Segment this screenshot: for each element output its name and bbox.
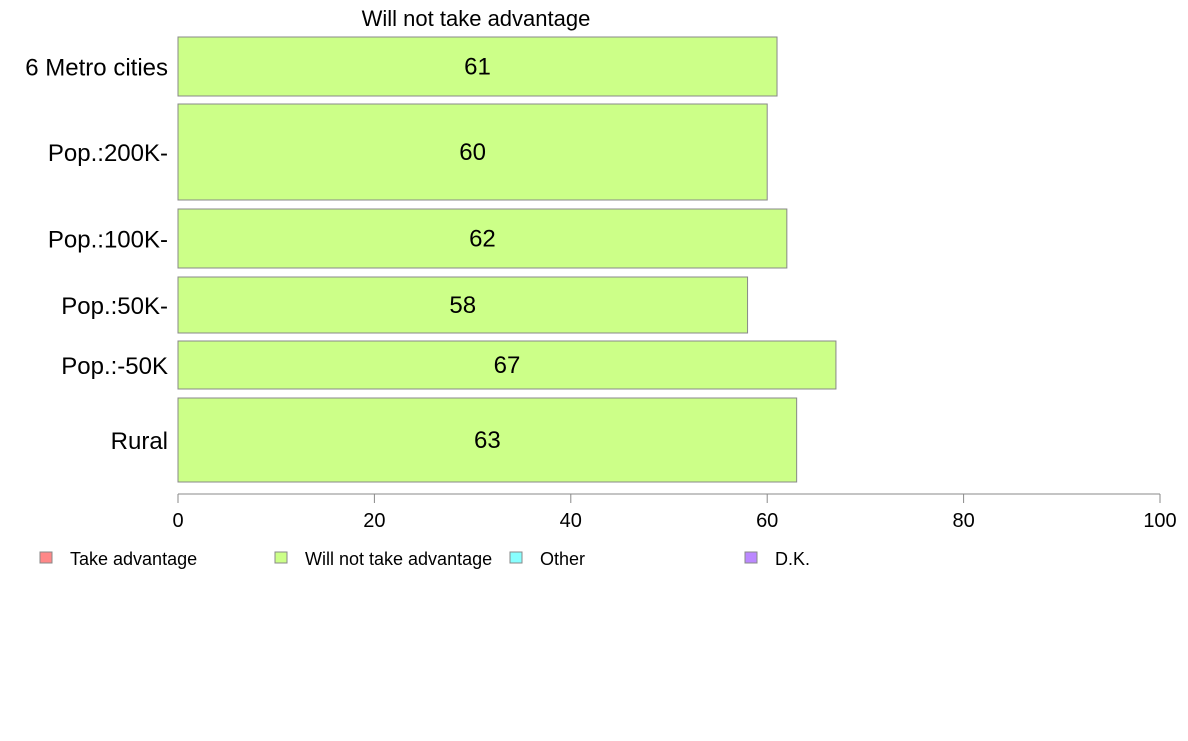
- legend-swatch: [39, 551, 53, 564]
- category-label: Pop.:-50K: [61, 353, 168, 380]
- legend-label: Other: [540, 549, 585, 569]
- bar-value-label: 61: [464, 54, 491, 81]
- x-tick-label: 0: [172, 510, 183, 532]
- bar-value-label: 63: [474, 427, 501, 454]
- bar: [177, 36, 778, 97]
- bar-value-label: 60: [459, 139, 486, 166]
- legend-label: Will not take advantage: [305, 549, 492, 569]
- bar-value-label: 62: [469, 226, 496, 253]
- legend-swatch: [274, 551, 288, 564]
- category-label: Pop.:100K-: [48, 227, 168, 254]
- category-label: 6 Metro cities: [25, 55, 168, 82]
- x-axis: 0 20 40 60 80 100: [172, 493, 1177, 532]
- bar-value-label: 58: [449, 292, 476, 319]
- bar: [177, 103, 768, 201]
- bar: [177, 340, 837, 390]
- bar: [177, 276, 749, 334]
- legend-label: Take advantage: [70, 549, 197, 569]
- bar: [177, 208, 788, 269]
- x-tick-label: 60: [756, 510, 778, 532]
- x-tick-label: 40: [560, 510, 582, 532]
- legend-swatch: [509, 551, 523, 564]
- category-label: Pop.:200K-: [48, 140, 168, 167]
- bars-layer: 61 60 62 58 67 63: [177, 36, 837, 483]
- bar-value-label: 67: [494, 352, 521, 379]
- category-labels: 6 Metro cities Pop.:200K- Pop.:100K- Pop.:5…: [25, 55, 168, 456]
- x-tick-label: 100: [1143, 510, 1176, 532]
- chart-title: Will not take advantage: [362, 6, 591, 31]
- bar: [177, 397, 798, 483]
- legend-swatch: [744, 551, 758, 564]
- legend-label: D.K.: [775, 549, 810, 569]
- x-tick-label: 20: [363, 510, 385, 532]
- x-tick-label: 80: [952, 510, 974, 532]
- category-label: Rural: [111, 428, 168, 455]
- category-label: Pop.:50K-: [61, 293, 168, 320]
- legend: Take advantage Will not take advantage Oth…: [39, 549, 810, 569]
